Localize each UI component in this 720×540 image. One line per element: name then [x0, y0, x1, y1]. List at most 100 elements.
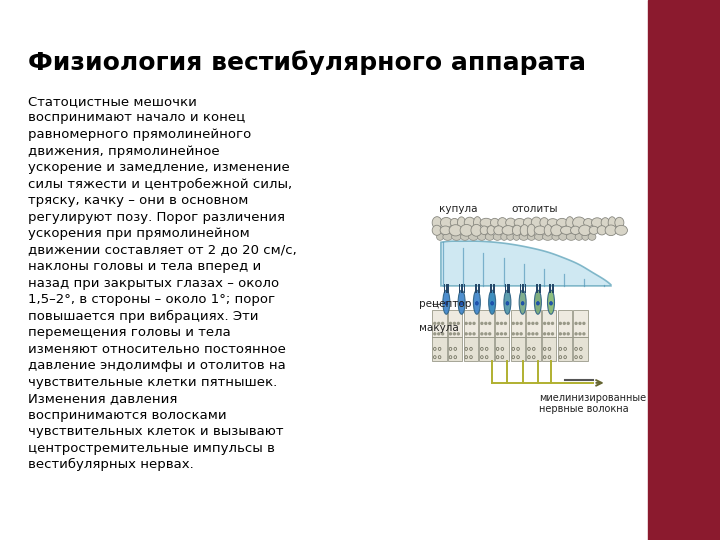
- Ellipse shape: [572, 217, 585, 228]
- Circle shape: [441, 333, 444, 335]
- Circle shape: [465, 322, 467, 325]
- Circle shape: [465, 333, 467, 335]
- Ellipse shape: [480, 218, 492, 227]
- Circle shape: [548, 333, 549, 335]
- Ellipse shape: [487, 226, 495, 235]
- Ellipse shape: [471, 224, 482, 236]
- Ellipse shape: [592, 218, 603, 227]
- Circle shape: [469, 322, 471, 325]
- Ellipse shape: [490, 218, 499, 227]
- Circle shape: [485, 322, 487, 325]
- Circle shape: [497, 322, 498, 325]
- Ellipse shape: [480, 226, 488, 235]
- FancyBboxPatch shape: [510, 337, 525, 361]
- Ellipse shape: [544, 225, 552, 236]
- Ellipse shape: [443, 291, 450, 314]
- FancyBboxPatch shape: [573, 337, 588, 361]
- Ellipse shape: [552, 233, 559, 240]
- Ellipse shape: [542, 233, 553, 240]
- Polygon shape: [441, 241, 611, 286]
- Ellipse shape: [436, 233, 444, 240]
- FancyBboxPatch shape: [464, 337, 478, 361]
- Ellipse shape: [551, 225, 562, 236]
- Text: купула: купула: [439, 204, 477, 214]
- Ellipse shape: [445, 301, 448, 305]
- Ellipse shape: [485, 233, 494, 240]
- Circle shape: [583, 333, 585, 335]
- FancyBboxPatch shape: [480, 310, 494, 337]
- Circle shape: [485, 333, 487, 335]
- Ellipse shape: [575, 233, 582, 240]
- Circle shape: [579, 333, 581, 335]
- Circle shape: [449, 322, 451, 325]
- Ellipse shape: [489, 291, 495, 314]
- Circle shape: [559, 333, 562, 335]
- Circle shape: [579, 322, 581, 325]
- Circle shape: [532, 322, 534, 325]
- Ellipse shape: [474, 217, 481, 229]
- Ellipse shape: [494, 226, 503, 235]
- Ellipse shape: [528, 233, 536, 240]
- Ellipse shape: [461, 233, 469, 240]
- Circle shape: [552, 333, 554, 335]
- Text: Статоцистные мешочки
воспринимают начало и конец
равномерного прямолинейного
дви: Статоцистные мешочки воспринимают начало…: [28, 95, 297, 471]
- Ellipse shape: [504, 291, 511, 314]
- Circle shape: [548, 322, 549, 325]
- Circle shape: [505, 322, 506, 325]
- Ellipse shape: [597, 226, 606, 235]
- Circle shape: [583, 322, 585, 325]
- Bar: [648, 0, 720, 540]
- Circle shape: [516, 322, 518, 325]
- Ellipse shape: [477, 233, 486, 240]
- Ellipse shape: [536, 301, 539, 305]
- Ellipse shape: [458, 291, 465, 314]
- Ellipse shape: [570, 226, 580, 234]
- Ellipse shape: [451, 233, 462, 240]
- Ellipse shape: [579, 225, 591, 235]
- Text: рецептор: рецептор: [419, 299, 472, 309]
- FancyBboxPatch shape: [526, 310, 541, 337]
- Circle shape: [563, 322, 565, 325]
- Ellipse shape: [605, 225, 617, 235]
- Ellipse shape: [615, 225, 627, 235]
- Circle shape: [532, 333, 534, 335]
- FancyBboxPatch shape: [495, 310, 509, 337]
- Circle shape: [434, 322, 436, 325]
- Ellipse shape: [549, 301, 552, 305]
- Circle shape: [454, 322, 455, 325]
- Ellipse shape: [457, 217, 465, 228]
- Text: миелинизированные
нервные волокна: миелинизированные нервные волокна: [539, 393, 646, 414]
- Circle shape: [489, 322, 491, 325]
- FancyBboxPatch shape: [432, 310, 446, 337]
- Circle shape: [441, 322, 444, 325]
- Circle shape: [520, 322, 522, 325]
- Circle shape: [544, 333, 546, 335]
- Ellipse shape: [493, 233, 502, 240]
- Circle shape: [500, 322, 503, 325]
- Ellipse shape: [582, 233, 589, 240]
- Circle shape: [552, 322, 554, 325]
- Ellipse shape: [527, 224, 536, 237]
- Circle shape: [500, 333, 503, 335]
- Ellipse shape: [534, 233, 544, 240]
- Ellipse shape: [473, 291, 480, 314]
- Ellipse shape: [560, 226, 572, 234]
- FancyBboxPatch shape: [573, 310, 588, 337]
- Ellipse shape: [534, 226, 546, 235]
- FancyBboxPatch shape: [510, 310, 525, 337]
- Ellipse shape: [460, 301, 463, 305]
- FancyBboxPatch shape: [495, 337, 509, 361]
- FancyBboxPatch shape: [558, 310, 572, 337]
- Ellipse shape: [566, 217, 574, 228]
- Circle shape: [438, 322, 440, 325]
- Ellipse shape: [566, 233, 576, 240]
- Ellipse shape: [506, 301, 509, 305]
- Circle shape: [434, 333, 436, 335]
- Circle shape: [457, 322, 459, 325]
- Circle shape: [536, 333, 538, 335]
- Ellipse shape: [440, 226, 451, 234]
- Circle shape: [563, 333, 565, 335]
- Ellipse shape: [450, 218, 459, 227]
- FancyBboxPatch shape: [542, 310, 557, 337]
- Ellipse shape: [501, 233, 508, 240]
